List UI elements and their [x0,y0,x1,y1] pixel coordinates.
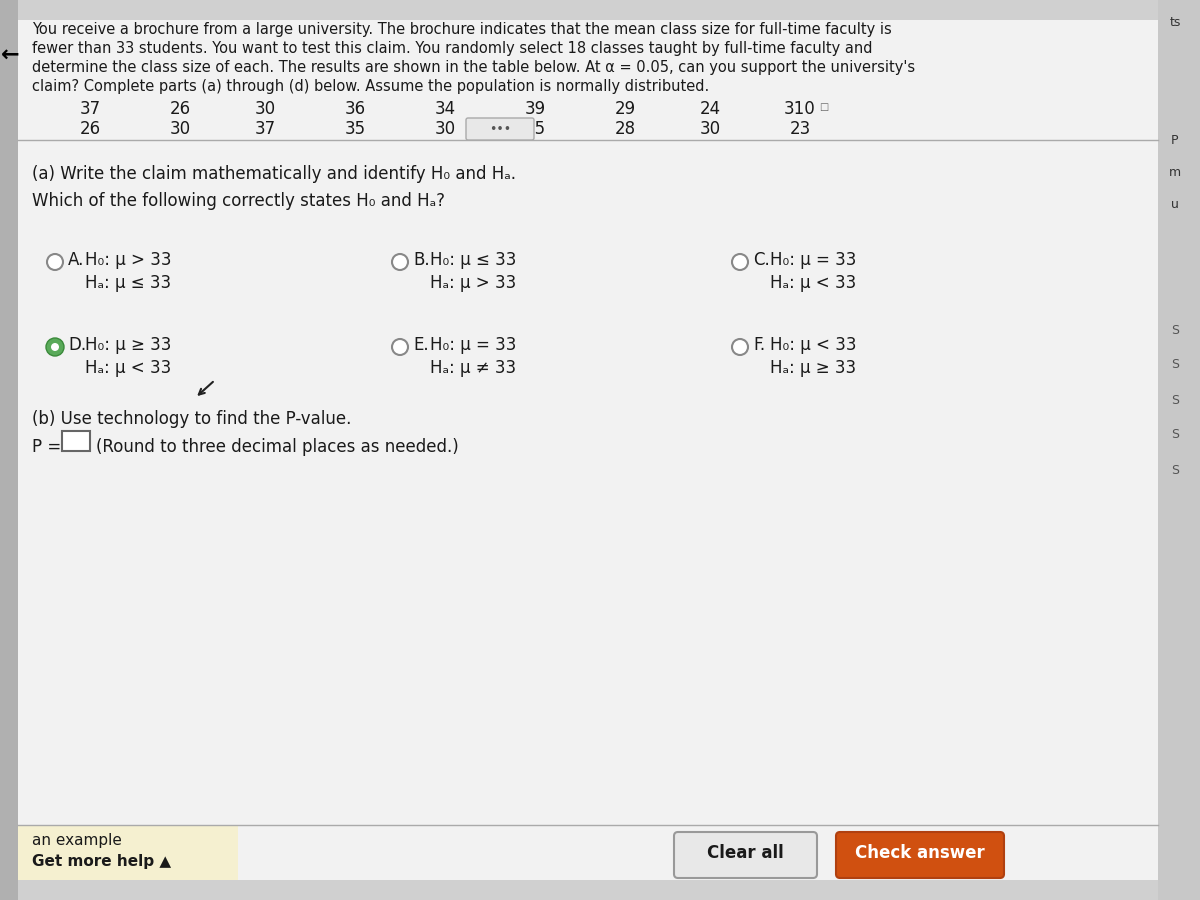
Text: Hₐ: μ < 33: Hₐ: μ < 33 [770,274,857,292]
Text: u: u [1171,197,1178,211]
Text: Check answer: Check answer [856,844,985,862]
Text: E.: E. [413,336,428,354]
Bar [1158,0,1200,900]
Text: 26: 26 [79,120,101,138]
Text: 36: 36 [344,100,366,118]
Text: m: m [1169,166,1181,178]
Text: •••: ••• [488,122,511,136]
Text: 37: 37 [79,100,101,118]
FancyBboxPatch shape [674,832,817,878]
Text: H₀: μ = 33: H₀: μ = 33 [430,336,516,354]
Text: (b) Use technology to find the P-value.: (b) Use technology to find the P-value. [32,410,352,428]
Text: 25: 25 [524,120,546,138]
Text: Get more help ▲: Get more help ▲ [32,854,172,869]
Text: 35: 35 [344,120,366,138]
Text: 37: 37 [254,120,276,138]
Text: 26: 26 [169,100,191,118]
FancyBboxPatch shape [466,118,534,140]
Text: determine the class size of each. The results are shown in the table below. At α: determine the class size of each. The re… [32,60,916,75]
Bar [62,431,90,451]
Circle shape [50,343,59,351]
Text: H₀: μ ≥ 33: H₀: μ ≥ 33 [85,336,172,354]
Text: 34: 34 [434,100,456,118]
Bar [18,825,238,880]
Text: Clear all: Clear all [707,844,784,862]
Text: D.: D. [68,336,86,354]
Text: 30: 30 [254,100,276,118]
Text: 29: 29 [614,100,636,118]
Text: S: S [1171,464,1178,476]
Text: 30: 30 [169,120,191,138]
Text: You receive a brochure from a large university. The brochure indicates that the : You receive a brochure from a large univ… [32,22,892,37]
Text: 23: 23 [790,120,811,138]
Text: ←: ← [1,45,19,65]
Text: fewer than 33 students. You want to test this claim. You randomly select 18 clas: fewer than 33 students. You want to test… [32,41,872,56]
Text: H₀: μ < 33: H₀: μ < 33 [770,336,857,354]
Circle shape [392,254,408,270]
Text: H₀: μ > 33: H₀: μ > 33 [85,251,172,269]
Text: claim? Complete parts (a) through (d) below. Assume the population is normally d: claim? Complete parts (a) through (d) be… [32,79,709,94]
Text: Hₐ: μ ≥ 33: Hₐ: μ ≥ 33 [770,359,856,377]
Text: H₀: μ ≤ 33: H₀: μ ≤ 33 [430,251,516,269]
Text: Hₐ: μ > 33: Hₐ: μ > 33 [430,274,516,292]
Text: □: □ [818,102,828,112]
Circle shape [47,254,64,270]
Text: 24: 24 [700,100,720,118]
Text: ts: ts [1169,15,1181,29]
Text: an example: an example [32,833,122,848]
Text: 30: 30 [434,120,456,138]
Circle shape [392,339,408,355]
Text: Hₐ: μ < 33: Hₐ: μ < 33 [85,359,172,377]
Text: Hₐ: μ ≤ 33: Hₐ: μ ≤ 33 [85,274,172,292]
Circle shape [732,254,748,270]
Text: C.: C. [754,251,769,269]
Text: B.: B. [413,251,430,269]
Circle shape [732,339,748,355]
Text: 310: 310 [784,100,816,118]
Text: F.: F. [754,336,766,354]
FancyBboxPatch shape [836,832,1004,878]
Text: P =: P = [32,438,66,456]
Text: 28: 28 [614,120,636,138]
Text: S: S [1171,428,1178,442]
Text: H₀: μ = 33: H₀: μ = 33 [770,251,857,269]
Text: S: S [1171,323,1178,337]
Text: 39: 39 [524,100,546,118]
Text: S: S [1171,358,1178,372]
Text: (a) Write the claim mathematically and identify H₀ and Hₐ.: (a) Write the claim mathematically and i… [32,165,516,183]
Bar [0,0,18,900]
Text: S: S [1171,393,1178,407]
Text: Which of the following correctly states H₀ and Hₐ?: Which of the following correctly states … [32,192,445,210]
Text: Hₐ: μ ≠ 33: Hₐ: μ ≠ 33 [430,359,516,377]
Circle shape [46,338,64,356]
Text: 30: 30 [700,120,720,138]
Text: (Round to three decimal places as needed.): (Round to three decimal places as needed… [96,438,458,456]
Text: P: P [1171,133,1178,147]
Text: A.: A. [68,251,84,269]
